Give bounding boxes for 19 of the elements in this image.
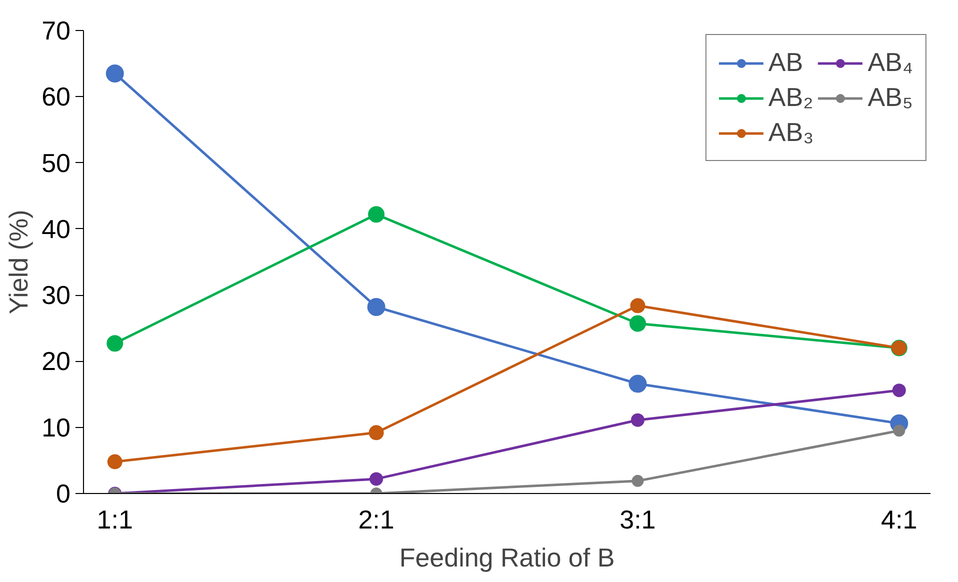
legend-label: AB: [768, 47, 804, 78]
x-tick-label: 2:1: [358, 504, 394, 534]
y-tick-label: 10: [42, 412, 70, 442]
legend-label: AB₂: [768, 82, 814, 113]
y-tick-label: 30: [42, 280, 70, 310]
x-tick-label: 3:1: [620, 504, 656, 534]
y-tick-label: 40: [42, 214, 70, 244]
legend-label: AB₄: [868, 47, 913, 78]
y-tick-label: 20: [42, 346, 70, 376]
legend-label: AB₃: [768, 117, 814, 148]
y-tick-label: 60: [42, 82, 70, 112]
x-axis-title: Feeding Ratio of B: [399, 542, 615, 572]
x-tick-label: 4:1: [881, 504, 918, 534]
y-tick-label: 0: [56, 478, 71, 508]
y-tick-label: 50: [42, 148, 70, 178]
x-tick-label: 1:1: [96, 504, 133, 534]
y-tick-label: 70: [42, 16, 70, 46]
legend-label: AB₅: [868, 82, 913, 113]
y-axis-title: Yield (%): [4, 210, 34, 314]
